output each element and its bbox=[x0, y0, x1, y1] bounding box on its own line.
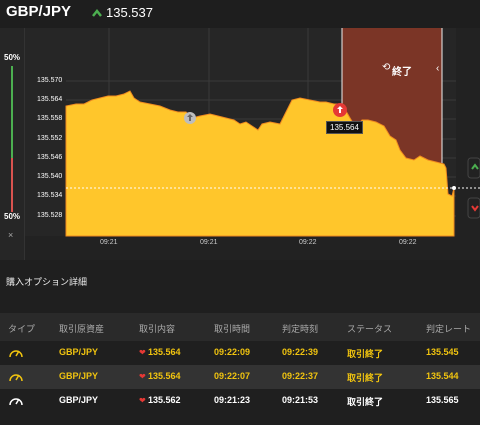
cell-rate: 135.565 bbox=[426, 395, 459, 405]
arrow-up-icon bbox=[92, 9, 102, 17]
put-bar bbox=[11, 158, 13, 212]
table-row[interactable]: GBP/JPY ❤ 135.562 09:21:23 09:21:53 取引終了… bbox=[0, 389, 480, 413]
table-row[interactable]: GBP/JPY ❤ 135.564 09:22:07 09:22:37 取引終了… bbox=[0, 365, 480, 389]
header-judge-time: 判定時刻 bbox=[282, 324, 319, 334]
sentiment-bar: 50% 50% × bbox=[0, 28, 25, 260]
cell-time: 09:22:09 bbox=[214, 347, 251, 357]
cell-content: ❤ 135.564 bbox=[139, 371, 181, 381]
y-tick: 135.564 bbox=[37, 96, 63, 103]
y-tick: 135.528 bbox=[37, 212, 63, 219]
chevron-left-icon[interactable]: ‹ bbox=[436, 63, 440, 74]
table-header: タイプ 取引原資産 取引内容 取引時間 判定時刻 ステータス 判定レート bbox=[0, 313, 480, 341]
history-icon: ⟲ bbox=[382, 62, 391, 73]
price-tooltip: 135.564 bbox=[326, 121, 363, 134]
cell-status: 取引終了 bbox=[347, 373, 384, 383]
heart-icon: ❤ bbox=[139, 372, 148, 381]
price-chart[interactable]: 50% 50% × 135.570 135.564 135.558 135.55… bbox=[0, 28, 480, 260]
y-tick: 135.570 bbox=[37, 77, 63, 84]
currency-pair[interactable]: GBP/JPY bbox=[6, 3, 72, 20]
header-rate: 判定レート bbox=[426, 324, 472, 334]
gauge-icon bbox=[9, 398, 23, 406]
call-button bbox=[467, 157, 480, 179]
x-tick: 09:22 bbox=[399, 239, 417, 246]
header-time: 取引時間 bbox=[214, 324, 251, 334]
cell-asset: GBP/JPY bbox=[59, 347, 99, 357]
section-header: 購入オプション詳細 bbox=[0, 260, 480, 295]
cell-content: ❤ 135.564 bbox=[139, 347, 181, 357]
cell-rate: 135.545 bbox=[426, 347, 459, 357]
x-tick: 09:22 bbox=[299, 239, 317, 246]
gauge-icon bbox=[9, 350, 23, 358]
put-percentage: 50% bbox=[4, 212, 21, 221]
cell-asset: GBP/JPY bbox=[59, 371, 99, 381]
section-title: 購入オプション詳細 bbox=[6, 277, 88, 287]
header-content: 取引内容 bbox=[139, 324, 176, 334]
cell-judge-time: 09:21:53 bbox=[282, 395, 319, 405]
x-tick: 09:21 bbox=[100, 239, 118, 246]
cell-asset: GBP/JPY bbox=[59, 395, 99, 405]
current-price: 135.537 bbox=[106, 5, 153, 20]
close-icon[interactable]: × bbox=[8, 230, 14, 240]
heart-icon: ❤ bbox=[139, 396, 148, 405]
y-tick: 135.558 bbox=[37, 115, 63, 122]
y-tick: 135.546 bbox=[37, 154, 63, 161]
cell-content: ❤ 135.562 bbox=[139, 395, 181, 405]
table-row[interactable]: GBP/JPY ❤ 135.564 09:22:09 09:22:39 取引終了… bbox=[0, 341, 480, 365]
x-tick: 09:21 bbox=[200, 239, 218, 246]
cell-status: 取引終了 bbox=[347, 349, 384, 359]
call-percentage: 50% bbox=[4, 53, 21, 62]
header-bar: GBP/JPY 135.537 bbox=[0, 0, 480, 28]
cell-time: 09:21:23 bbox=[214, 395, 251, 405]
cell-rate: 135.544 bbox=[426, 371, 459, 381]
header-asset: 取引原資産 bbox=[59, 324, 105, 334]
y-tick: 135.540 bbox=[37, 173, 63, 180]
cell-judge-time: 09:22:37 bbox=[282, 371, 319, 381]
trade-marker-gray bbox=[184, 112, 196, 124]
y-tick: 135.534 bbox=[37, 192, 63, 199]
y-tick: 135.552 bbox=[37, 135, 63, 142]
call-bar bbox=[11, 66, 13, 158]
header-type: タイプ bbox=[8, 324, 36, 334]
heart-icon: ❤ bbox=[139, 348, 148, 357]
cell-status: 取引終了 bbox=[347, 397, 384, 407]
cell-time: 09:22:07 bbox=[214, 371, 251, 381]
expiry-label: 終了 bbox=[392, 67, 412, 78]
gauge-icon bbox=[9, 374, 23, 382]
chart-svg bbox=[24, 28, 480, 237]
cell-judge-time: 09:22:39 bbox=[282, 347, 319, 357]
header-status: ステータス bbox=[347, 324, 393, 334]
trade-marker-red bbox=[333, 103, 347, 117]
